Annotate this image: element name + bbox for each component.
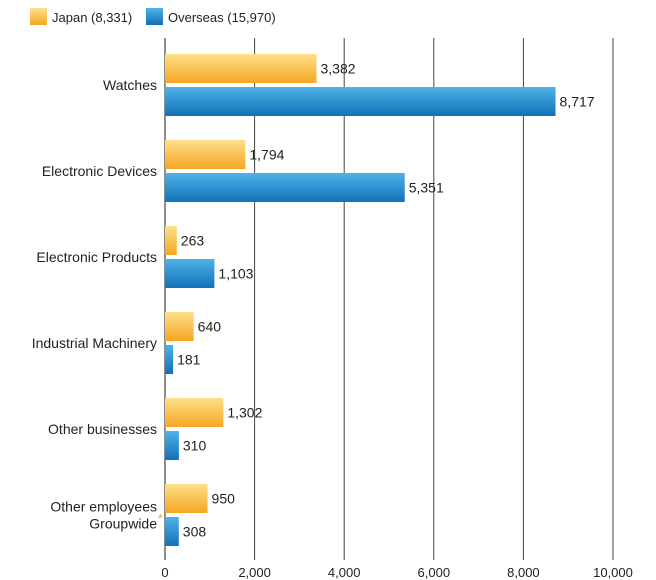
data-label-japan: 3,382	[321, 61, 356, 77]
bar-japan	[165, 226, 177, 255]
category-label: Industrial Machinery	[32, 335, 157, 351]
legend-label-overseas: Overseas (15,970)	[168, 10, 276, 25]
bar-japan	[165, 398, 224, 427]
asterisk-mark: *	[158, 512, 163, 526]
category-label-line: Groupwide	[89, 516, 157, 532]
data-label-overseas: 310	[183, 438, 207, 454]
bar-overseas	[165, 259, 215, 288]
x-tick-label: 2,000	[238, 565, 271, 580]
category-label-line: Industrial Machinery	[32, 335, 157, 351]
bar-japan	[165, 140, 246, 169]
category-label-line: Other businesses	[48, 421, 157, 437]
bar-overseas	[165, 173, 405, 202]
data-labels: 3,382 8,717 1,794 5,351 263 1,103 640 181 1,302 3…	[177, 61, 595, 540]
bar-overseas	[165, 345, 174, 374]
bar-overseas	[165, 87, 556, 116]
data-label-japan: 263	[181, 233, 205, 249]
category-label: Watches	[103, 77, 157, 93]
data-label-japan: 950	[212, 491, 236, 507]
legend-swatch-overseas	[146, 8, 163, 25]
category-label-line: Electronic Products	[36, 249, 157, 265]
x-tick-labels: 0 2,000 4,000 6,000 8,000 10,000	[161, 565, 633, 580]
bar-japan	[165, 54, 317, 83]
x-tick-label: 6,000	[418, 565, 451, 580]
category-label-line: Other employees	[50, 499, 157, 515]
data-label-overseas: 308	[183, 524, 207, 540]
data-label-overseas: 5,351	[409, 180, 444, 196]
x-tick-label: 0	[161, 565, 168, 580]
x-tick-label: 4,000	[328, 565, 361, 580]
legend-swatch-japan	[30, 8, 47, 25]
legend-label-japan: Japan (8,331)	[52, 10, 132, 25]
x-tick-label: 10,000	[593, 565, 633, 580]
category-label: Electronic Products	[36, 249, 157, 265]
bar-japan	[165, 312, 194, 341]
legend: Japan (8,331) Overseas (15,970)	[30, 8, 276, 25]
x-tick-label: 8,000	[507, 565, 540, 580]
data-label-japan: 1,794	[249, 147, 284, 163]
data-label-overseas: 1,103	[218, 266, 253, 282]
data-label-overseas: 8,717	[560, 94, 595, 110]
category-label-line: Watches	[103, 77, 157, 93]
bar-overseas	[165, 431, 179, 460]
category-label: Electronic Devices	[42, 163, 157, 179]
category-label: Other employees Groupwide	[50, 499, 157, 532]
category-labels: Watches Electronic Devices Electronic Prod…	[32, 77, 163, 532]
bars	[165, 54, 556, 546]
bar-overseas	[165, 517, 179, 546]
data-label-japan: 640	[198, 319, 222, 335]
category-label: Other businesses	[48, 421, 157, 437]
bar-japan	[165, 484, 208, 513]
data-label-overseas: 181	[177, 352, 201, 368]
category-label-line: Electronic Devices	[42, 163, 157, 179]
data-label-japan: 1,302	[227, 405, 262, 421]
grid	[164, 38, 614, 560]
